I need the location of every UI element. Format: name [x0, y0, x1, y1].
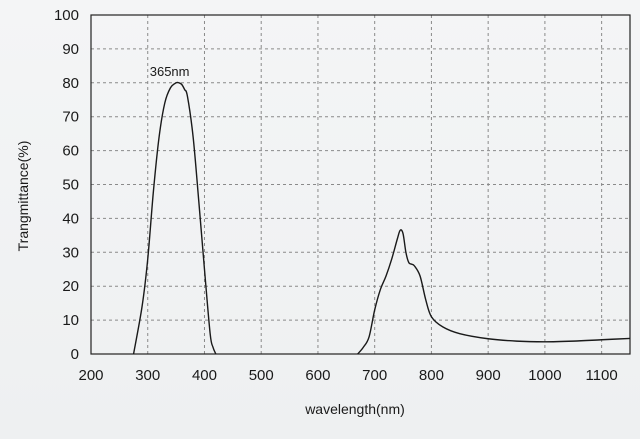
- y-tick-label: 60: [62, 143, 79, 160]
- y-tick-labels: 0 10 20 30 40 50 60 70 80 90 100: [54, 7, 79, 363]
- y-tick-label: 80: [62, 75, 79, 92]
- x-tick-label: 300: [135, 367, 160, 384]
- y-tick-label: 70: [62, 109, 79, 126]
- x-tick-labels: 200 300 400 500 600 700 800 900 1000 1100: [78, 367, 617, 384]
- y-tick-label: 10: [62, 312, 79, 329]
- y-tick-label: 20: [62, 278, 79, 295]
- y-tick-label: 0: [71, 346, 79, 363]
- y-tick-label: 90: [62, 41, 79, 58]
- x-tick-label: 500: [249, 367, 274, 384]
- y-tick-label: 40: [62, 210, 79, 227]
- grid-lines: [91, 15, 630, 354]
- y-tick-label: 50: [62, 177, 79, 194]
- x-tick-label: 900: [476, 367, 501, 384]
- annotations: 365nm: [150, 64, 190, 79]
- y-axis-title: Trangmittance(%): [15, 141, 31, 252]
- x-tick-label: 200: [78, 367, 103, 384]
- x-tick-label: 700: [362, 367, 387, 384]
- peak-annotation: 365nm: [150, 64, 190, 79]
- curve-layer: [132, 81, 631, 355]
- transmittance-curve-segment-1: [132, 81, 217, 355]
- x-tick-label: 600: [305, 367, 330, 384]
- x-tick-label: 800: [419, 367, 444, 384]
- x-tick-label: 400: [192, 367, 217, 384]
- x-tick-label: 1000: [528, 367, 561, 384]
- transmittance-curve-segment-2: [357, 229, 631, 355]
- y-tick-label: 30: [62, 244, 79, 261]
- x-axis-title: wavelength(nm): [304, 401, 405, 417]
- x-tick-label: 1100: [585, 367, 617, 384]
- y-tick-label: 100: [54, 7, 79, 24]
- plot-frame: [90, 14, 631, 355]
